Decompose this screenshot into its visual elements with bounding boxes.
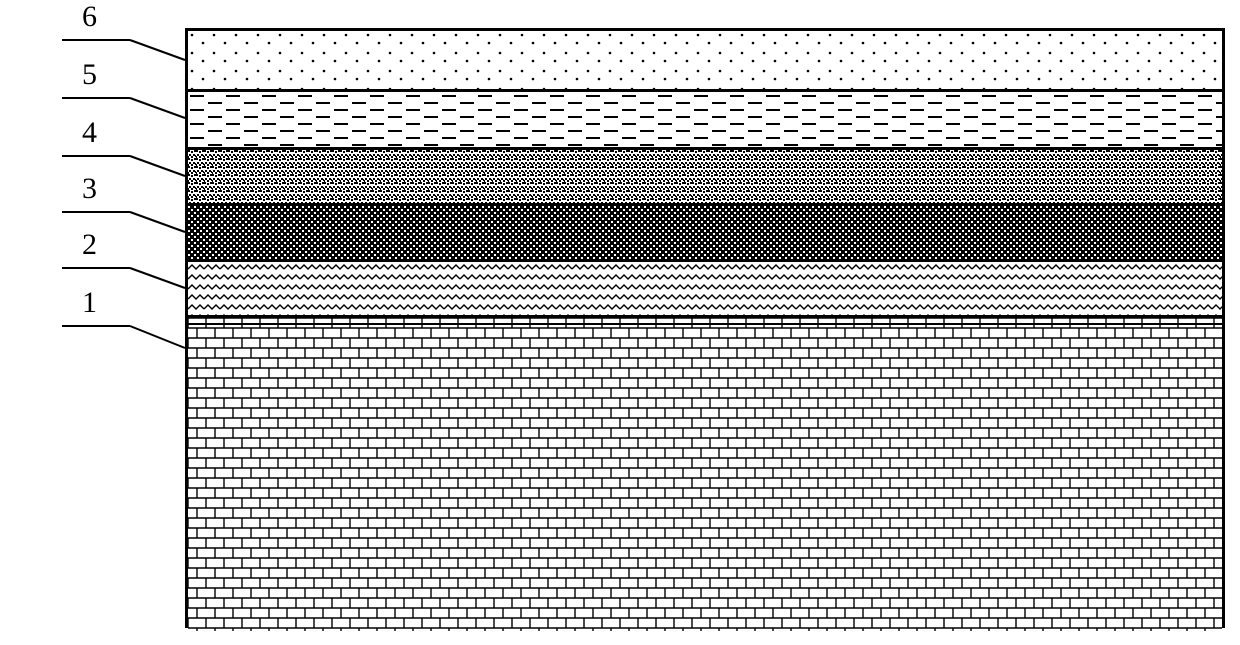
- label-1: 1: [82, 286, 97, 320]
- layer-5: [188, 89, 1222, 147]
- layered-diagram: [185, 28, 1225, 628]
- label-2: 2: [82, 228, 97, 262]
- canvas: 6 5 4 3 2 1: [0, 0, 1240, 645]
- layer-4: [188, 147, 1222, 203]
- layer-3: [188, 203, 1222, 259]
- label-4: 4: [82, 116, 97, 150]
- label-3: 3: [82, 172, 97, 206]
- layer-6: [188, 31, 1222, 89]
- label-6: 6: [82, 0, 97, 34]
- layer-2: [188, 259, 1222, 315]
- label-5: 5: [82, 58, 97, 92]
- layer-1: [188, 315, 1222, 631]
